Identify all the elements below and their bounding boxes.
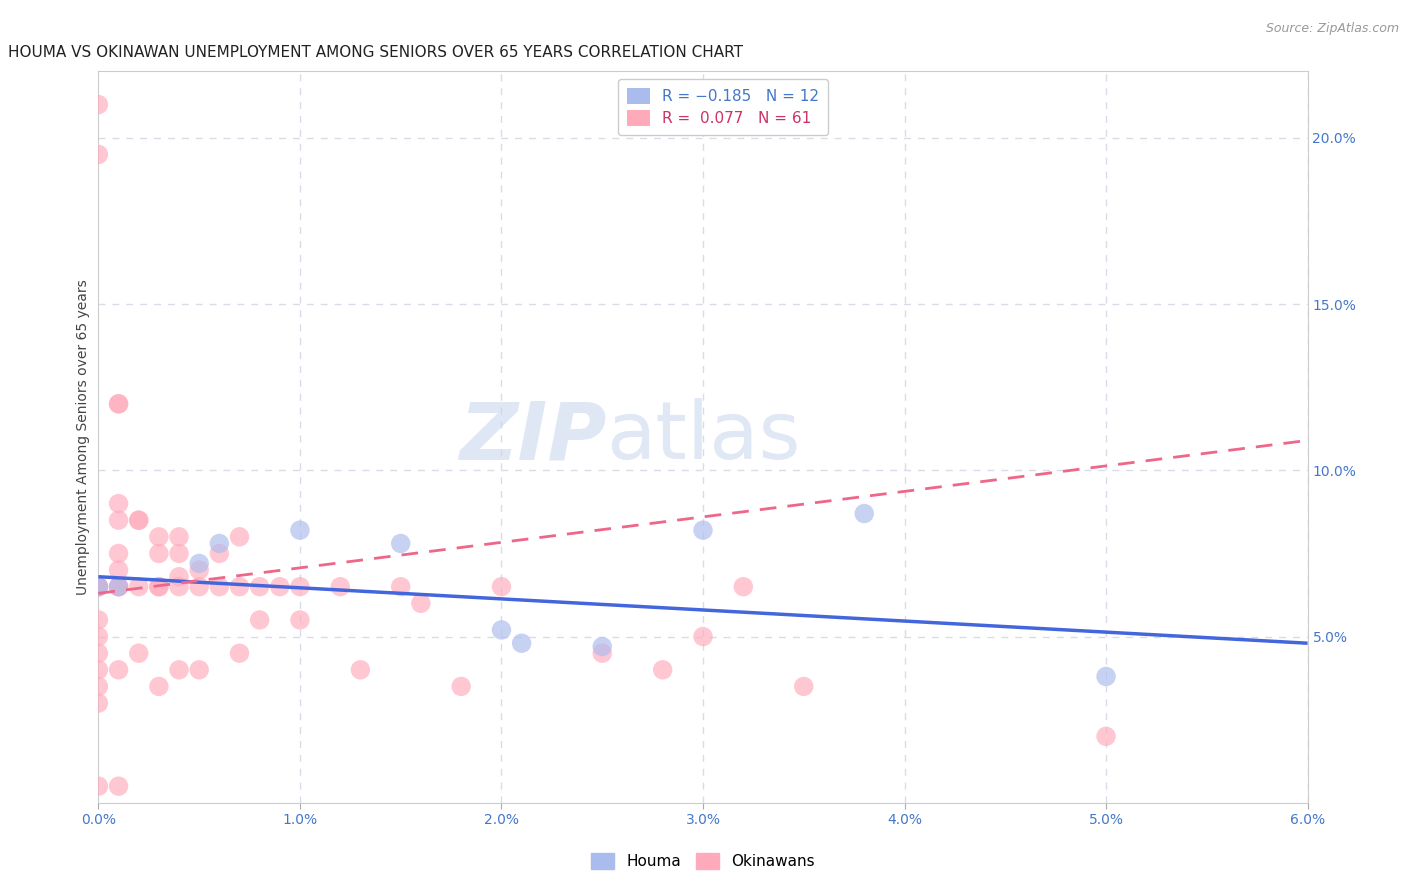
Point xyxy=(87,97,110,112)
Point xyxy=(87,696,110,710)
Point xyxy=(692,630,714,644)
Point xyxy=(228,646,250,660)
Text: atlas: atlas xyxy=(606,398,800,476)
Text: Source: ZipAtlas.com: Source: ZipAtlas.com xyxy=(1265,22,1399,36)
Point xyxy=(148,546,170,560)
Point xyxy=(188,563,211,577)
Point xyxy=(733,580,755,594)
Point xyxy=(288,613,311,627)
Point xyxy=(107,779,129,793)
Point xyxy=(249,580,271,594)
Point xyxy=(188,557,211,571)
Point xyxy=(87,147,110,161)
Point xyxy=(128,646,150,660)
Point xyxy=(793,680,815,694)
Point xyxy=(651,663,673,677)
Point xyxy=(87,580,110,594)
Point xyxy=(107,397,129,411)
Point xyxy=(491,580,513,594)
Point xyxy=(128,513,150,527)
Legend: R = −0.185   N = 12, R =  0.077   N = 61: R = −0.185 N = 12, R = 0.077 N = 61 xyxy=(617,79,828,136)
Point xyxy=(167,663,190,677)
Point xyxy=(128,580,150,594)
Point xyxy=(167,580,190,594)
Point xyxy=(450,680,472,694)
Point xyxy=(107,513,129,527)
Point xyxy=(87,646,110,660)
Point xyxy=(228,530,250,544)
Legend: Houma, Okinawans: Houma, Okinawans xyxy=(585,847,821,875)
Point xyxy=(491,623,513,637)
Point xyxy=(1095,729,1118,743)
Point xyxy=(107,563,129,577)
Y-axis label: Unemployment Among Seniors over 65 years: Unemployment Among Seniors over 65 years xyxy=(76,279,90,595)
Point xyxy=(288,580,311,594)
Point xyxy=(107,580,129,594)
Point xyxy=(591,646,613,660)
Point xyxy=(389,536,412,550)
Point xyxy=(167,546,190,560)
Point xyxy=(148,680,170,694)
Point xyxy=(188,580,211,594)
Point xyxy=(692,523,714,537)
Point xyxy=(329,580,352,594)
Point xyxy=(853,507,876,521)
Point xyxy=(87,680,110,694)
Point xyxy=(409,596,432,610)
Point xyxy=(591,640,613,654)
Point xyxy=(87,580,110,594)
Point xyxy=(87,613,110,627)
Point xyxy=(107,580,129,594)
Point xyxy=(87,580,110,594)
Point xyxy=(107,580,129,594)
Point xyxy=(208,546,231,560)
Point xyxy=(1095,669,1118,683)
Point xyxy=(208,580,231,594)
Point xyxy=(288,523,311,537)
Point xyxy=(148,530,170,544)
Point xyxy=(87,779,110,793)
Point xyxy=(167,530,190,544)
Point xyxy=(148,580,170,594)
Point xyxy=(349,663,371,677)
Point xyxy=(87,663,110,677)
Point xyxy=(87,580,110,594)
Point xyxy=(269,580,291,594)
Text: HOUMA VS OKINAWAN UNEMPLOYMENT AMONG SENIORS OVER 65 YEARS CORRELATION CHART: HOUMA VS OKINAWAN UNEMPLOYMENT AMONG SEN… xyxy=(8,45,742,61)
Point xyxy=(167,570,190,584)
Point xyxy=(107,546,129,560)
Point xyxy=(510,636,533,650)
Point xyxy=(107,663,129,677)
Point xyxy=(188,663,211,677)
Point xyxy=(228,580,250,594)
Point xyxy=(208,536,231,550)
Point xyxy=(107,397,129,411)
Point xyxy=(87,630,110,644)
Point xyxy=(128,513,150,527)
Point xyxy=(389,580,412,594)
Point xyxy=(148,580,170,594)
Point xyxy=(249,613,271,627)
Point xyxy=(107,497,129,511)
Text: ZIP: ZIP xyxy=(458,398,606,476)
